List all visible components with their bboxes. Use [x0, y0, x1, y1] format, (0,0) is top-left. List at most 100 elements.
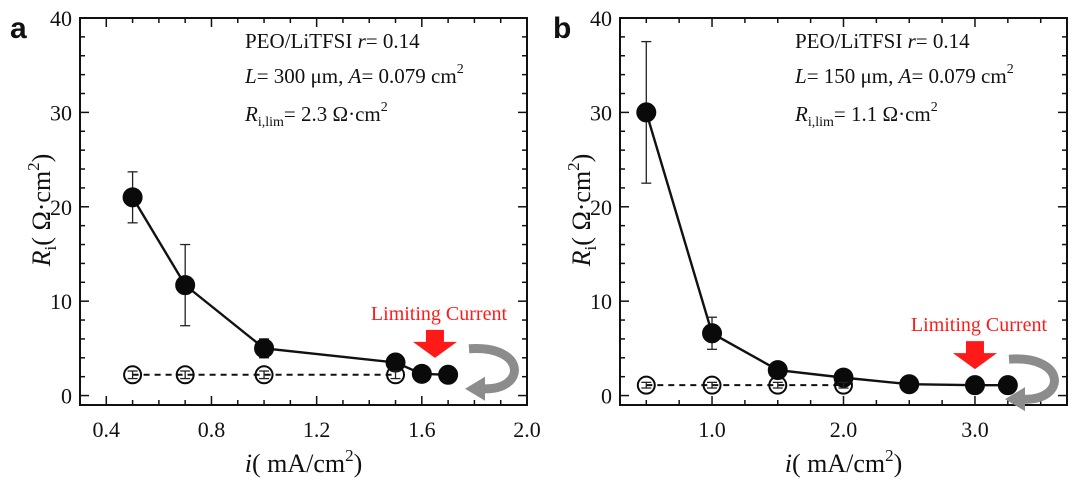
limiting-current-label: Limiting Current	[371, 303, 508, 325]
x-axis-label-unit: ( mA/cm	[252, 449, 345, 478]
limiting-current-label: Limiting Current	[911, 314, 1048, 336]
x-axis-label-symbol: i	[785, 449, 792, 478]
y-tick-label: 10	[50, 289, 72, 314]
x-axis-label-close: )	[894, 449, 903, 478]
data-point-filled	[175, 275, 196, 296]
annotation-sup: 2	[931, 100, 938, 115]
y-axis-label-close: )	[567, 154, 596, 163]
data-point-filled	[122, 187, 143, 208]
series-filled	[122, 171, 459, 385]
y-axis-label-unit: ( Ω·cm	[27, 171, 56, 246]
limiting-current-arrow	[952, 341, 997, 370]
data-point-open	[636, 375, 656, 395]
annotation-text: = 300 μm,	[257, 64, 349, 88]
x-tick-label: 2.0	[513, 417, 541, 442]
series-open	[123, 365, 406, 385]
annotation-line-3: Ri,lim= 2.3 Ω·cm2	[244, 100, 388, 130]
data-point-filled	[964, 375, 985, 396]
annotation-line-1: PEO/LiTFSI r= 0.14	[245, 29, 420, 53]
return-arrow-curve	[468, 344, 519, 394]
x-tick-label: 0.4	[93, 417, 121, 442]
y-axis-label-symbol: R	[567, 250, 596, 267]
annotation-text: = 2.3 Ω·cm	[284, 102, 381, 126]
annotation-text: = 150 μm,	[807, 64, 899, 88]
series-line-solid	[645, 112, 1008, 387]
x-axis-label-sup: 2	[885, 446, 894, 465]
return-arrow-curve	[1008, 354, 1059, 404]
x-tick-label: 3.0	[961, 417, 989, 442]
y-axis-label-sub: i	[41, 245, 60, 250]
annotation-sup: 2	[457, 62, 464, 77]
annotation-text: PEO/LiTFSI	[795, 29, 908, 53]
y-axis-label-sup: 2	[24, 162, 43, 171]
annotation-line-2: L= 300 μm, A= 0.079 cm2	[244, 62, 464, 88]
data-point-filled	[997, 375, 1018, 396]
annotation-symbol: A	[897, 64, 912, 88]
data-point-open	[702, 375, 722, 395]
x-axis-label-sup: 2	[345, 446, 354, 465]
annotation-symbol: R	[794, 102, 808, 126]
x-tick-label: 1.0	[698, 417, 726, 442]
y-axis-label-close: )	[27, 154, 56, 163]
annotation-symbol: A	[347, 64, 362, 88]
y-tick-label: 10	[590, 289, 612, 314]
annotation-text: = 0.14	[366, 29, 420, 53]
annotation-sup: 2	[1007, 62, 1014, 77]
x-tick-label: 1.6	[408, 417, 436, 442]
data-point-open	[254, 365, 274, 385]
y-axis-label: Ri( Ω·cm2)	[24, 154, 60, 268]
data-point-filled	[438, 364, 459, 385]
x-axis-label: i( mA/cm2)	[785, 446, 903, 478]
y-axis-label-sup: 2	[564, 162, 583, 171]
plot-frame	[79, 17, 528, 406]
x-tick-label: 0.8	[198, 417, 226, 442]
data-point-filled	[411, 363, 432, 384]
data-point-open	[386, 365, 406, 385]
annotation-line-3: Ri,lim= 1.1 Ω·cm2	[794, 100, 938, 130]
data-point-filled	[767, 360, 788, 381]
annotation-symbol: L	[794, 64, 807, 88]
x-tick-label: 1.2	[303, 417, 331, 442]
data-point-open	[123, 365, 143, 385]
data-point-filled	[702, 323, 723, 344]
return-arrow-head	[1005, 387, 1025, 412]
annotation-line-1: PEO/LiTFSI r= 0.14	[795, 29, 970, 53]
y-axis-label-symbol: R	[27, 250, 56, 267]
annotation-text: = 1.1 Ω·cm	[834, 102, 931, 126]
annotation-symbol: R	[244, 102, 258, 126]
y-tick-label: 40	[590, 6, 612, 31]
data-point-filled	[899, 374, 920, 395]
series-filled	[636, 40, 1018, 396]
x-tick-label: 2.0	[830, 417, 858, 442]
y-axis-label-unit: ( Ω·cm	[567, 171, 596, 246]
data-point-filled	[254, 338, 275, 359]
annotation-text: = 0.14	[916, 29, 970, 53]
y-axis-label-sub: i	[581, 245, 600, 250]
y-tick-label: 20	[50, 195, 72, 220]
panel-label: a	[10, 12, 27, 45]
annotation-text: PEO/LiTFSI	[245, 29, 358, 53]
annotation-line-2: L= 150 μm, A= 0.079 cm2	[794, 62, 1014, 88]
y-tick-label: 20	[590, 195, 612, 220]
data-point-open	[175, 365, 195, 385]
annotation-sub: i,lim	[808, 115, 834, 130]
series-open	[636, 375, 853, 395]
data-point-open	[768, 375, 788, 395]
y-tick-label: 0	[61, 384, 72, 409]
y-axis-label: Ri( Ω·cm2)	[564, 154, 600, 268]
annotation-text: = 0.079 cm	[361, 64, 456, 88]
annotation-symbol: L	[244, 64, 257, 88]
limiting-current-arrow	[412, 329, 457, 358]
x-axis-label-close: )	[354, 449, 363, 478]
data-point-filled	[636, 102, 657, 123]
annotation-sub: i,lim	[258, 115, 284, 130]
annotation-sup: 2	[381, 100, 388, 115]
annotation-symbol: r	[358, 29, 367, 53]
x-axis-label: i( mA/cm2)	[245, 446, 363, 478]
annotation-text: = 0.079 cm	[911, 64, 1006, 88]
y-tick-label: 30	[590, 100, 612, 125]
y-tick-label: 0	[601, 384, 612, 409]
